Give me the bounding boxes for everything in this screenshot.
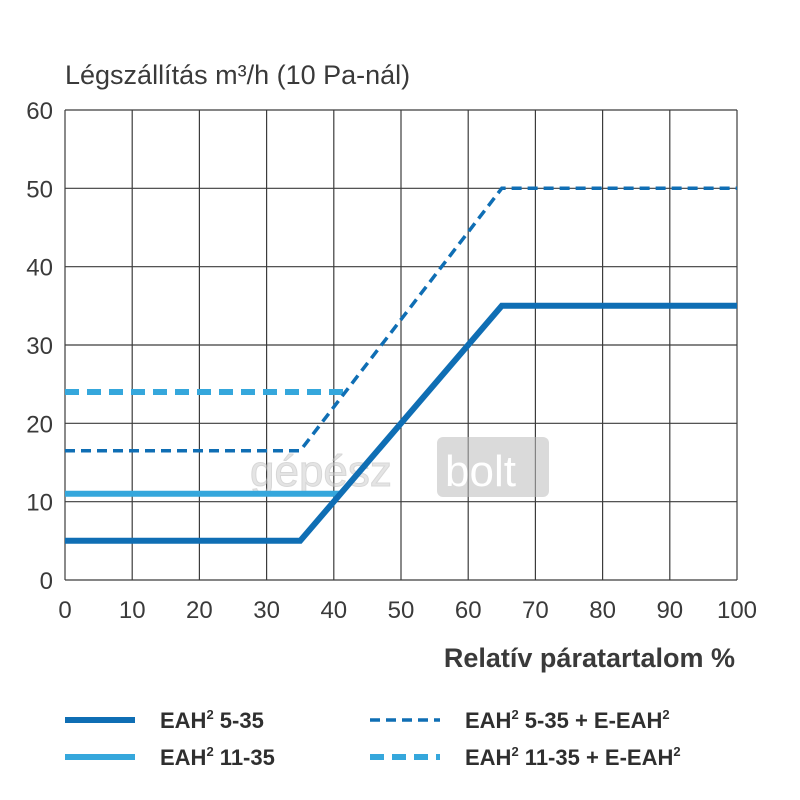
y-tick-label: 50 xyxy=(26,176,53,203)
x-axis-label: Relatív páratartalom % xyxy=(444,643,735,673)
legend-label: EAH2 5-35 xyxy=(160,707,264,733)
legend-label: EAH2 11-35 xyxy=(160,744,275,770)
x-tick-label: 60 xyxy=(455,597,482,624)
x-tick-label: 50 xyxy=(388,597,415,624)
grid xyxy=(64,109,738,581)
legend-item: EAH2 5-35 + E-EAH2 xyxy=(370,707,670,733)
y-tick-label: 0 xyxy=(40,568,53,595)
y-tick-label: 30 xyxy=(26,333,53,360)
x-axis-ticks: 0 10 20 30 40 50 60 70 80 90 100 xyxy=(58,597,757,624)
x-tick-label: 40 xyxy=(320,597,347,624)
x-tick-label: 30 xyxy=(253,597,280,624)
legend-item: EAH2 5-35 xyxy=(65,707,264,733)
x-tick-label: 70 xyxy=(522,597,549,624)
legend-label: EAH2 5-35 + E-EAH2 xyxy=(465,707,670,733)
watermark-logo: gépész bolt xyxy=(250,437,549,497)
x-tick-label: 100 xyxy=(717,597,757,624)
y-tick-label: 10 xyxy=(26,490,53,517)
y-axis-ticks: 0 10 20 30 40 50 60 xyxy=(26,98,53,595)
watermark-box xyxy=(437,437,549,497)
x-tick-label: 90 xyxy=(656,597,683,624)
series-line-1 xyxy=(65,302,737,544)
legend-item: EAH2 11-35 xyxy=(65,744,275,770)
y-tick-label: 60 xyxy=(26,98,53,125)
legend-label: EAH2 11-35 + E-EAH2 xyxy=(465,744,681,770)
y-tick-label: 20 xyxy=(26,411,53,438)
watermark-text-part1: gépész xyxy=(250,447,392,496)
legend-item: EAH2 11-35 + E-EAH2 xyxy=(370,744,681,770)
x-tick-label: 10 xyxy=(119,597,146,624)
watermark-text-part2: bolt xyxy=(445,447,516,496)
series-line-3 xyxy=(65,186,737,453)
chart-title: Légszállítás m³/h (10 Pa-nál) xyxy=(65,60,410,90)
x-tick-label: 20 xyxy=(186,597,213,624)
series-lines xyxy=(65,186,737,544)
x-tick-label: 80 xyxy=(589,597,616,624)
x-tick-label: 0 xyxy=(58,597,71,624)
legend: EAH2 5-35 EAH2 11-35 EAH2 5-35 + E-EAH2 EAH… xyxy=(65,707,681,770)
y-tick-label: 40 xyxy=(26,255,53,282)
